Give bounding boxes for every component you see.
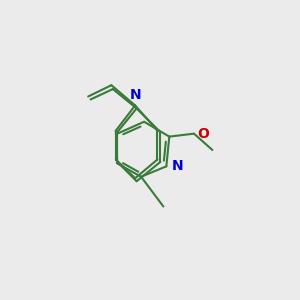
Text: N: N [129, 88, 141, 102]
Text: N: N [172, 159, 183, 173]
Text: O: O [198, 127, 209, 141]
